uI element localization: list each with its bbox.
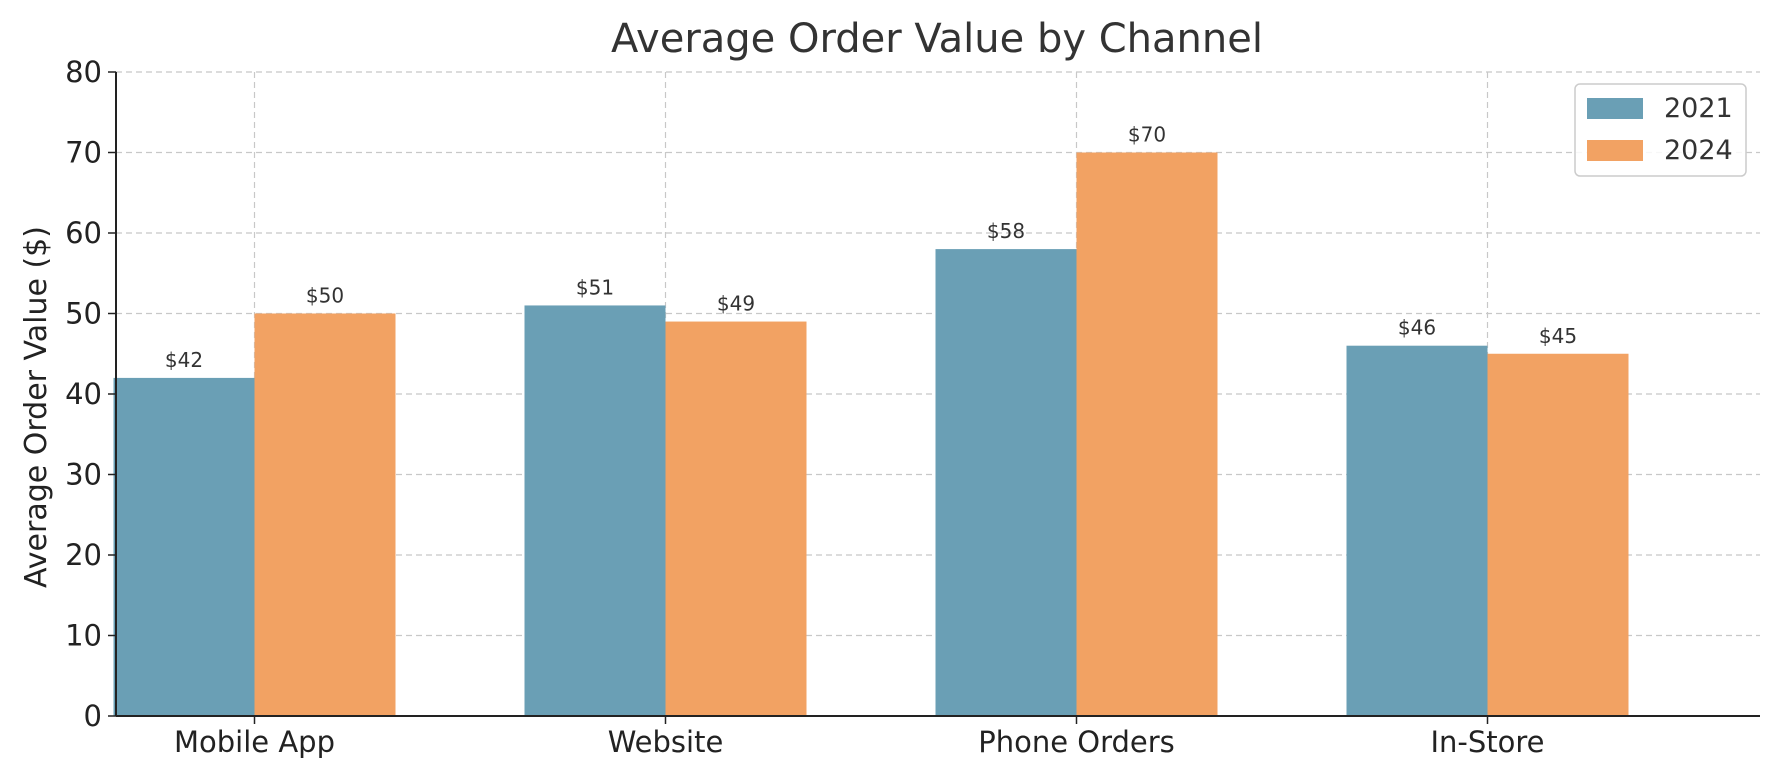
y-tick-label: 70: [65, 136, 102, 170]
x-tick-label: Website: [608, 725, 724, 759]
labels: 0 10 20 30 40 50 60 70 80 Mobile App Website Phone …: [65, 55, 1577, 759]
bar-value-label: $58: [987, 219, 1025, 243]
axes: [108, 71, 1760, 724]
legend: 2021 2024: [1574, 83, 1747, 177]
bar-value-label: $50: [306, 284, 344, 308]
bar-value-label: $70: [1128, 123, 1166, 147]
bar-value-label: $42: [165, 348, 203, 372]
bar-2021: [935, 249, 1077, 716]
bar-value-label: $46: [1398, 316, 1436, 340]
bar-2024: [665, 321, 807, 716]
bar-2021: [524, 305, 666, 716]
legend-swatch-2024: [1587, 140, 1643, 161]
y-tick-label: 30: [65, 458, 102, 492]
x-tick-label: In-Store: [1430, 725, 1544, 759]
bar-value-label: $45: [1539, 324, 1577, 348]
bar-value-label: $51: [576, 275, 614, 299]
bar-2021: [1346, 345, 1488, 716]
y-tick-label: 40: [65, 377, 102, 411]
bar-2024: [1487, 353, 1629, 716]
y-tick-label: 80: [65, 55, 102, 89]
y-tick-label: 50: [65, 297, 102, 331]
y-axis-label: Average Order Value ($): [19, 226, 54, 588]
x-tick-label: Mobile App: [174, 725, 335, 759]
x-tick-label: Phone Orders: [978, 725, 1175, 759]
bar-2024: [1076, 152, 1218, 716]
bar-2024: [254, 313, 396, 716]
bar-value-label: $49: [717, 292, 755, 316]
legend-label: 2024: [1664, 135, 1733, 166]
legend-swatch-2021: [1587, 98, 1643, 119]
y-tick-label: 60: [65, 216, 102, 250]
chart-title: Average Order Value by Channel: [611, 16, 1263, 62]
y-tick-label: 10: [65, 619, 102, 653]
y-tick-label: 0: [84, 699, 102, 733]
legend-label: 2021: [1664, 93, 1733, 124]
y-tick-label: 20: [65, 538, 102, 572]
bar-2021: [113, 377, 255, 716]
bars: [113, 152, 1629, 716]
